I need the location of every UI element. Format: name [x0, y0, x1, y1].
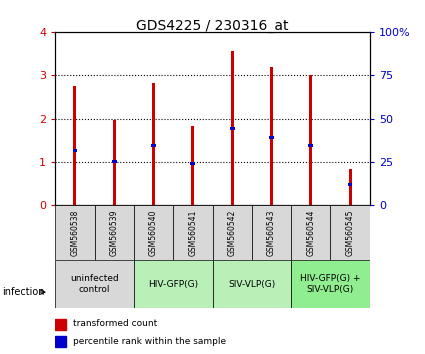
Text: SIV-VLP(G): SIV-VLP(G): [228, 280, 275, 289]
Bar: [152, 83, 155, 205]
Bar: [269, 136, 274, 139]
FancyBboxPatch shape: [291, 205, 331, 260]
Bar: [73, 149, 77, 152]
Bar: [74, 86, 76, 205]
Text: GSM560542: GSM560542: [228, 210, 237, 256]
FancyBboxPatch shape: [291, 260, 370, 308]
FancyBboxPatch shape: [252, 205, 291, 260]
FancyBboxPatch shape: [331, 205, 370, 260]
Bar: [190, 162, 195, 165]
FancyBboxPatch shape: [173, 205, 212, 260]
FancyBboxPatch shape: [55, 260, 134, 308]
Bar: [270, 67, 273, 205]
Bar: [230, 127, 235, 130]
FancyBboxPatch shape: [134, 260, 212, 308]
Text: GSM560544: GSM560544: [306, 210, 315, 256]
FancyBboxPatch shape: [212, 260, 291, 308]
Text: uninfected
control: uninfected control: [70, 274, 119, 294]
Text: GSM560543: GSM560543: [267, 210, 276, 256]
Text: GSM560541: GSM560541: [188, 210, 197, 256]
Bar: [112, 160, 116, 164]
Bar: [231, 51, 234, 205]
FancyBboxPatch shape: [212, 205, 252, 260]
Text: transformed count: transformed count: [73, 319, 157, 329]
Bar: [113, 120, 116, 205]
Text: HIV-GFP(G) +
SIV-VLP(G): HIV-GFP(G) + SIV-VLP(G): [300, 274, 361, 294]
Bar: [191, 126, 194, 205]
Bar: [309, 75, 312, 205]
Bar: [55, 336, 66, 347]
Text: percentile rank within the sample: percentile rank within the sample: [73, 337, 226, 346]
Bar: [151, 144, 156, 147]
Text: GDS4225 / 230316_at: GDS4225 / 230316_at: [136, 19, 289, 34]
Bar: [348, 169, 351, 205]
Text: HIV-GFP(G): HIV-GFP(G): [148, 280, 198, 289]
Text: GSM560539: GSM560539: [110, 210, 119, 256]
FancyBboxPatch shape: [134, 205, 173, 260]
FancyBboxPatch shape: [94, 205, 134, 260]
Text: GSM560545: GSM560545: [346, 210, 354, 256]
Bar: [348, 183, 352, 186]
Text: GSM560538: GSM560538: [71, 210, 79, 256]
FancyBboxPatch shape: [55, 205, 94, 260]
Bar: [55, 319, 66, 330]
Text: GSM560540: GSM560540: [149, 210, 158, 256]
Bar: [309, 144, 313, 147]
Text: infection: infection: [2, 287, 45, 297]
